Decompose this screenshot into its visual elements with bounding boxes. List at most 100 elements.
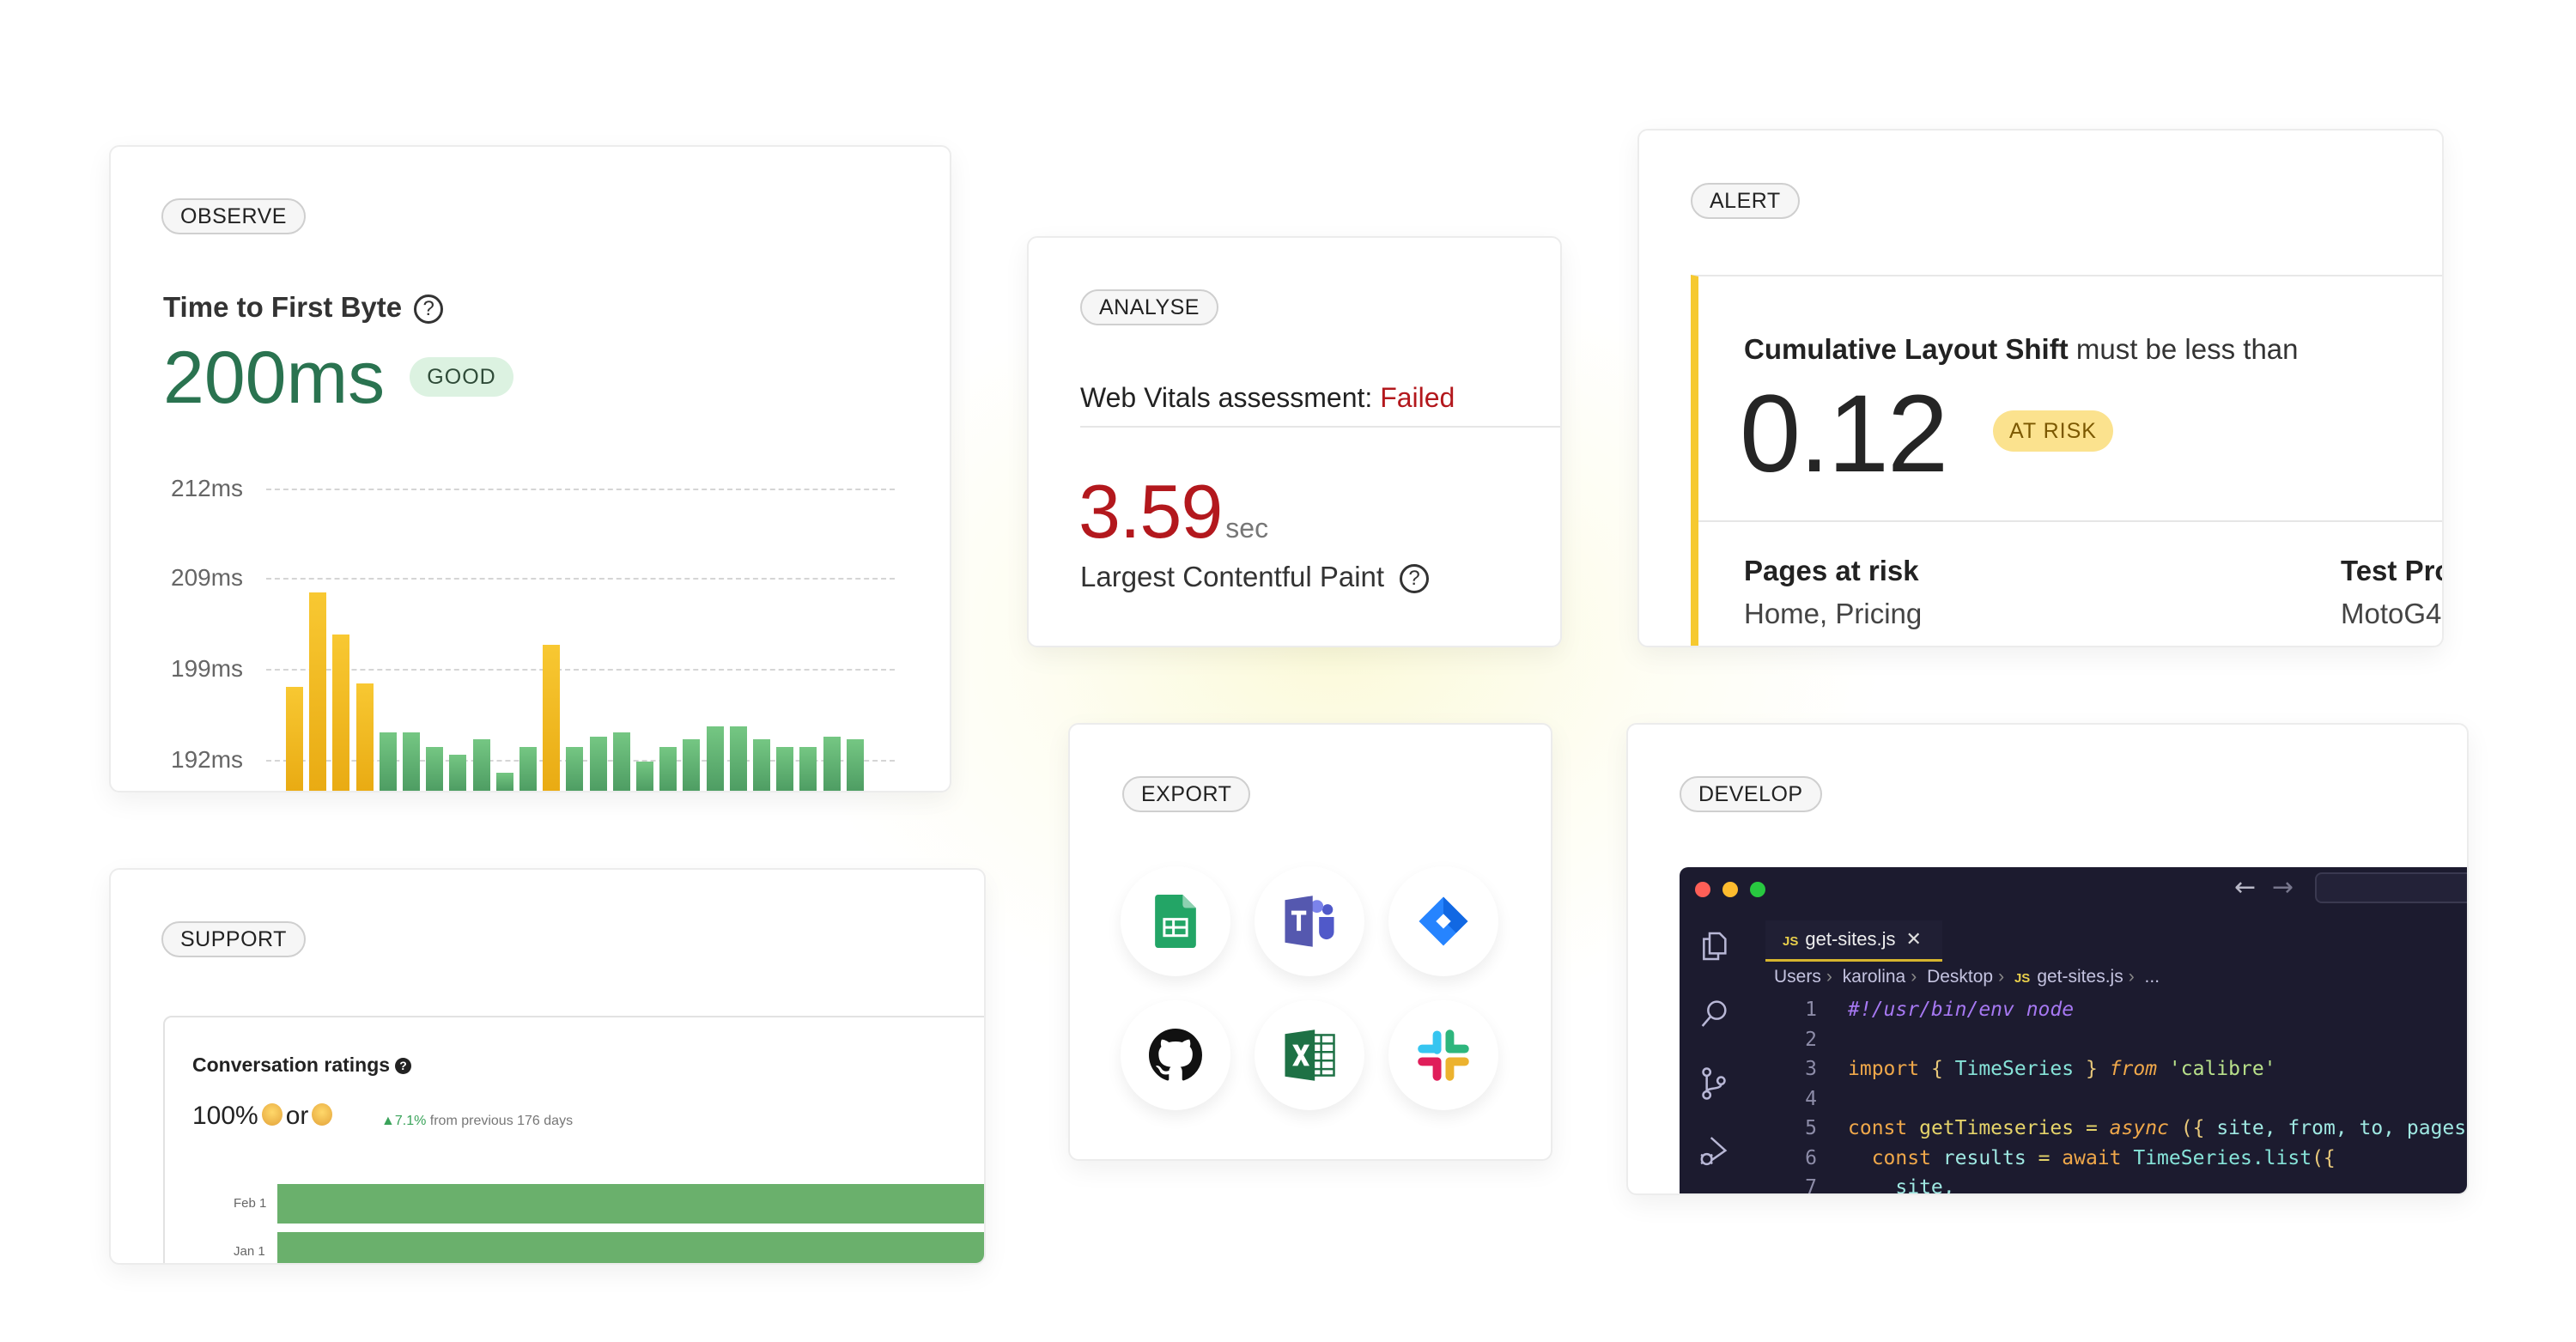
question-circle-icon[interactable]: ? (1400, 564, 1430, 594)
ttfb-bar[interactable] (776, 746, 794, 791)
microsoft-excel-icon (1285, 1029, 1335, 1081)
slack-button[interactable] (1388, 1000, 1498, 1110)
ttfb-bar[interactable] (589, 736, 607, 791)
forward-arrow-icon[interactable]: → (2272, 872, 2294, 902)
observe-card: OBSERVE Time to First Byte? 200ms GOOD 2… (109, 145, 951, 792)
lcp-label: Largest Contentful Paint? (1080, 561, 1430, 594)
ttfb-bar[interactable] (566, 746, 584, 791)
y-tick-label: 209ms (171, 564, 244, 591)
rating-bar[interactable] (277, 1184, 984, 1224)
code-token: TimeSeries.list (2121, 1146, 2312, 1169)
google-sheets-button[interactable] (1121, 866, 1230, 976)
web-vitals-assessment: Web Vitals assessment: Failed (1080, 382, 1455, 414)
conversation-ratings-title: Conversation ratings? (192, 1054, 412, 1077)
ttfb-bar[interactable] (753, 738, 770, 791)
close-tab-icon[interactable]: ✕ (1905, 928, 1922, 950)
files-icon[interactable] (1697, 929, 1731, 963)
ttfb-bar[interactable] (332, 634, 350, 791)
minimize-window-button[interactable] (1722, 882, 1738, 897)
code-token: site, from, to, pages, (2204, 1117, 2469, 1139)
code-token: getTimeseries (1907, 1117, 2075, 1139)
code-line: 1 #!/usr/bin/env node (1783, 995, 2074, 1024)
ttfb-value: 200ms (163, 337, 386, 419)
code-line: 5 const getTimeseries = async ({ site, fr… (1783, 1114, 2469, 1143)
ttfb-bar[interactable] (495, 773, 513, 791)
github-button[interactable] (1121, 1000, 1230, 1110)
ttfb-bar[interactable] (426, 746, 444, 791)
analyse-card: ANALYSE Web Vitals assessment: Failed 3.… (1027, 236, 1562, 647)
support-pill: SUPPORT (161, 921, 306, 957)
ttfb-bar[interactable] (519, 746, 537, 791)
y-tick-label: 192ms (171, 746, 244, 773)
lcp-unit: sec (1225, 513, 1269, 543)
ttfb-bar[interactable] (729, 726, 747, 791)
ttfb-title: Time to First Byte? (163, 291, 444, 325)
divider (1698, 520, 2442, 522)
maximize-window-button[interactable] (1750, 882, 1765, 897)
support-card: SUPPORT Conversation ratings? 100% or ▲7.… (109, 868, 986, 1265)
breadcrumb-item[interactable]: Users (1774, 967, 1821, 987)
code-token: = (2026, 1146, 2063, 1169)
cls-condition: Cumulative Layout Shift must be less tha… (1744, 333, 2299, 366)
ratings-percent: 100% (192, 1102, 258, 1130)
breadcrumb-item[interactable]: Desktop (1927, 967, 1994, 987)
ttfb-bar[interactable] (379, 732, 397, 791)
ttfb-bar[interactable] (403, 732, 420, 791)
code-token: site, (1848, 1176, 1955, 1195)
ratings-delta: ▲7.1% from previous 176 days (381, 1114, 573, 1129)
code-token: const (1848, 1117, 1908, 1139)
ttfb-bar[interactable] (472, 738, 490, 791)
develop-pill: DEVELOP (1680, 776, 1822, 812)
help-icon[interactable]: ? (395, 1058, 412, 1075)
ttfb-bar[interactable] (846, 738, 864, 791)
ttfb-bar[interactable] (659, 746, 677, 791)
microsoft-excel-button[interactable] (1255, 1000, 1364, 1110)
divider (1080, 426, 1560, 428)
pages-at-risk-label: Pages at risk (1744, 555, 1919, 586)
ttfb-bar[interactable] (286, 687, 303, 791)
breadcrumb: Users › karolina › Desktop › JS get-sites.js… (1774, 967, 2160, 987)
bar-label: Feb 1 (234, 1196, 267, 1211)
tab-get-sites-js[interactable]: JS get-sites.js ✕ (1765, 920, 1942, 962)
jira-button[interactable] (1388, 866, 1498, 976)
ttfb-bar[interactable] (543, 645, 561, 791)
ttfb-bar[interactable] (706, 726, 724, 791)
source-control-icon[interactable] (1697, 1066, 1731, 1101)
analyse-pill: ANALYSE (1080, 289, 1218, 325)
code-token: = (2074, 1117, 2110, 1139)
ttfb-bar[interactable] (636, 761, 653, 791)
at-risk-badge: AT RISK (1993, 410, 2113, 452)
ttfb-bar[interactable] (612, 732, 630, 791)
line-number: 2 (1805, 1028, 1817, 1051)
close-window-button[interactable] (1695, 882, 1710, 897)
code-line: 7 site, (1783, 1173, 1955, 1195)
microsoft-teams-button[interactable] (1255, 866, 1364, 976)
rating-bar[interactable] (277, 1232, 984, 1263)
pages-at-risk-value: Home, Pricing (1744, 598, 1923, 629)
y-tick-label: 199ms (171, 655, 244, 682)
breadcrumb-item[interactable]: get-sites.js (2037, 967, 2123, 987)
breadcrumb-item[interactable]: karolina (1842, 967, 1906, 987)
ttfb-bar[interactable] (449, 754, 467, 791)
ttfb-bar[interactable] (683, 738, 701, 791)
command-search-input[interactable] (2315, 872, 2467, 903)
ttfb-bar[interactable] (309, 592, 327, 791)
cls-value: 0.12 (1740, 373, 1948, 495)
line-number: 5 (1805, 1117, 1817, 1139)
line-number: 1 (1805, 999, 1817, 1021)
ttfb-bar[interactable] (799, 746, 817, 791)
question-circle-icon[interactable]: ? (414, 295, 444, 325)
breadcrumb-item[interactable]: ... (2144, 967, 2160, 987)
lcp-label-text: Largest Contentful Paint (1080, 561, 1385, 592)
search-icon[interactable] (1697, 996, 1731, 1030)
lcp-number: 3.59 (1078, 469, 1223, 554)
slack-icon (1418, 1029, 1469, 1081)
back-arrow-icon[interactable]: ← (2234, 872, 2257, 902)
ttfb-bar[interactable] (823, 736, 841, 791)
ttfb-bar[interactable] (355, 683, 374, 791)
js-file-icon: JS (2014, 971, 2031, 986)
y-tick-label: 212ms (171, 475, 244, 501)
run-debug-icon[interactable] (1697, 1133, 1731, 1168)
alert-panel: Cumulative Layout Shift must be less tha… (1691, 275, 2442, 646)
code-line: 3 import { TimeSeries } from 'calibre' (1783, 1054, 2275, 1084)
